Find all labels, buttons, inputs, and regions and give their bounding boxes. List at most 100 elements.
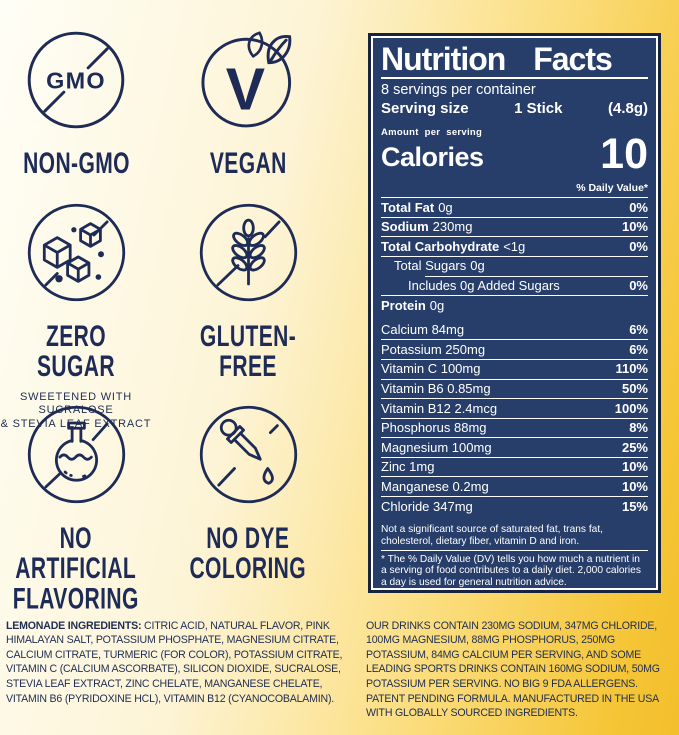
nutrient-name: Calcium 84mg xyxy=(381,322,465,338)
nutrient-dv: 6% xyxy=(629,341,648,357)
micronutrient-row: Manganese 0.2mg 10% xyxy=(381,477,648,496)
nutrient-name: Potassium 250mg xyxy=(381,341,486,357)
nutrient-name: Total Carbohydrate xyxy=(381,238,500,254)
nutrient-name: Vitamin B12 2.4mcg xyxy=(381,400,498,416)
nutrient-name: Manganese 0.2mg xyxy=(381,478,489,494)
wheat-crossed-icon xyxy=(199,203,297,302)
row-divider xyxy=(381,417,648,419)
nutrition-facts-inner: Nutrition Facts 8 servings per container… xyxy=(371,36,658,590)
nutrient-dv: 10% xyxy=(621,478,648,494)
nutrition-facts-panel: Nutrition Facts 8 servings per container… xyxy=(368,33,661,593)
ingredients-heading: LEMONADE INGREDIENTS: xyxy=(6,619,142,632)
nutrient-dv: 110% xyxy=(615,361,648,377)
nutrient-dv: 0% xyxy=(629,238,648,254)
row-divider xyxy=(381,550,648,552)
badge-zero-sugar: ZERO SUGAR SWEETENED WITH SUCRALOSE & ST… xyxy=(0,200,156,431)
nutrient-name: Total Fat xyxy=(381,199,435,215)
nutrient-dv: 8% xyxy=(629,420,648,436)
micronutrient-row: Zinc 1mg 10% xyxy=(381,458,648,477)
nutrient-value: <1g xyxy=(503,238,526,254)
badge-label: VEGAN xyxy=(209,146,287,180)
nutrient-value: 0g xyxy=(438,199,453,215)
daily-value-footnote: * The % Daily Value (DV) tells you how m… xyxy=(381,553,641,589)
servings-per-container: 8 servings per container xyxy=(381,81,536,98)
row-divider xyxy=(381,197,648,199)
badge-label: NON-GMO xyxy=(22,146,130,180)
dropper-crossed-icon xyxy=(199,405,297,504)
nutrient-value: 0g xyxy=(470,258,485,274)
row-divider xyxy=(381,255,648,257)
micronutrient-row: Magnesium 100mg 25% xyxy=(381,438,648,457)
badge-no-dye-coloring: NO DYE COLORING xyxy=(168,402,328,584)
ingredients-paragraph: LEMONADE INGREDIENTS: CITRIC ACID, NATUR… xyxy=(6,619,354,707)
sugar-cubes-crossed-icon xyxy=(27,203,125,302)
nutrient-dv: 15% xyxy=(621,498,648,514)
nutrient-dv: 0% xyxy=(629,278,648,294)
daily-value-header: % Daily Value* xyxy=(576,182,648,195)
nutrient-dv: 100% xyxy=(614,400,648,416)
row-divider xyxy=(381,398,648,400)
nutrient-row: Total Carbohydrate <1g 0% xyxy=(381,237,648,256)
nutrient-name: Includes 0g Added Sugars xyxy=(408,278,560,294)
vegan-v-leaf-icon: V xyxy=(201,31,292,128)
gmo-icon-text: GMO xyxy=(46,68,106,94)
row-divider xyxy=(381,216,648,218)
row-divider xyxy=(381,456,648,458)
nutrient-name: Total Sugars xyxy=(394,258,467,274)
nutrient-name: Chloride 347mg xyxy=(381,498,473,514)
flask-crossed-icon xyxy=(27,405,125,504)
comparison-paragraph: OUR DRINKS CONTAIN 230MG SODIUM, 347MG C… xyxy=(366,619,660,720)
nutrient-name: Vitamin B6 0.85mg xyxy=(381,381,491,396)
badge-vegan: V VEGAN xyxy=(168,28,328,180)
nutrient-name: Vitamin C 100mg xyxy=(381,361,481,377)
row-divider xyxy=(381,437,648,439)
row-divider xyxy=(381,378,648,380)
nutrient-row: Sodium 230mg 10% xyxy=(381,218,648,237)
ingredients-body: CITRIC ACID, NATURAL FLAVOR, PINK HIMALA… xyxy=(6,619,343,705)
calories-label: Calories xyxy=(381,142,484,173)
nutrient-row: Total Sugars 0g xyxy=(381,257,648,276)
row-divider xyxy=(381,496,648,498)
nutrient-dv: 10% xyxy=(621,219,648,235)
nutrient-row: Total Fat 0g 0% xyxy=(381,198,648,217)
serving-size-label: Serving size xyxy=(381,99,469,117)
nutrient-dv: 0% xyxy=(629,199,648,215)
micronutrient-row: Vitamin B6 0.85mg 50% xyxy=(381,380,648,399)
nutrient-name: Protein xyxy=(381,297,426,313)
serving-size-weight: (4.8g) xyxy=(607,99,648,117)
nutrient-name: Phosphorus 88mg xyxy=(381,420,487,436)
row-divider xyxy=(381,295,648,297)
micronutrient-row: Chloride 347mg 15% xyxy=(381,497,648,516)
micronutrient-row: Calcium 84mg 6% xyxy=(381,321,648,340)
nutrient-dv: 10% xyxy=(621,459,648,475)
serving-size-value: 1 Stick xyxy=(514,99,563,117)
nutrient-name: Sodium xyxy=(381,219,429,235)
nutrient-row: Includes 0g Added Sugars 0% xyxy=(381,277,648,296)
nutrient-name: Magnesium 100mg xyxy=(381,439,492,455)
row-divider xyxy=(381,339,648,341)
row-divider xyxy=(381,236,648,238)
badge-label: NO ARTIFICIAL FLAVORING xyxy=(13,521,139,615)
nutrient-dv: 25% xyxy=(621,439,648,455)
row-divider xyxy=(381,358,648,360)
badge-no-artificial-flavoring: NO ARTIFICIAL FLAVORING xyxy=(0,402,156,614)
badge-gluten-free: GLUTEN-FREE xyxy=(168,200,328,382)
row-divider xyxy=(381,476,648,478)
micronutrient-row: Phosphorus 88mg 8% xyxy=(381,419,648,438)
micronutrient-row: Vitamin C 100mg 110% xyxy=(381,360,648,379)
nutrition-title: Nutrition Facts xyxy=(381,43,648,79)
micronutrient-row: Vitamin B12 2.4mcg 100% xyxy=(381,399,648,418)
nutrient-value: 0g xyxy=(429,297,445,313)
not-significant-note: Not a significant source of saturated fa… xyxy=(381,524,603,547)
nutrient-dv: 6% xyxy=(629,322,648,338)
row-divider-indented xyxy=(425,275,648,277)
micronutrient-row: Potassium 250mg 6% xyxy=(381,340,648,359)
nutrient-name: Zinc 1mg xyxy=(381,459,435,475)
nutrient-dv: 50% xyxy=(621,381,648,396)
vegan-icon-text: V xyxy=(226,57,265,122)
amount-per-serving-label: Amount per serving xyxy=(381,126,483,138)
badge-non-gmo: GMO NON-GMO xyxy=(0,28,156,180)
calories-value: 10 xyxy=(600,129,648,178)
calories-row: Calories 10 xyxy=(381,129,648,178)
